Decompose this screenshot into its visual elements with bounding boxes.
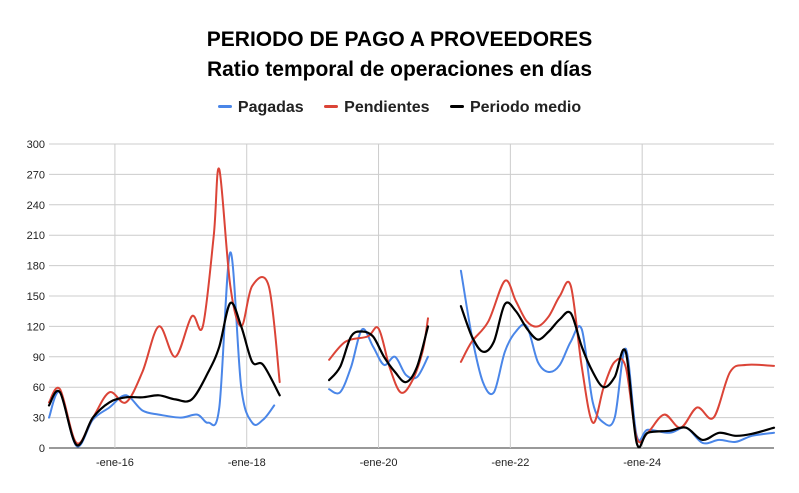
gridlines — [49, 143, 774, 449]
series-line-pagadas — [459, 269, 775, 445]
y-tick-label: 90 — [33, 352, 45, 364]
y-tick-label: 150 — [27, 291, 45, 303]
series-lines — [47, 167, 776, 449]
legend-item-pendientes: Pendientes — [324, 99, 430, 117]
y-tick-label: 30 — [33, 413, 45, 425]
legend-label-periodo-medio: Periodo medio — [469, 99, 582, 116]
x-tick-label: -ene-16 — [96, 457, 134, 469]
y-tick-label: 300 — [27, 139, 45, 151]
x-tick-label: -ene-24 — [623, 457, 661, 469]
y-tick-label: 180 — [27, 261, 45, 273]
y-tick-label: 210 — [27, 230, 45, 242]
series-line-pendientes — [48, 167, 281, 445]
legend-swatch-periodo-medio — [449, 105, 464, 109]
legend-item-pagadas: Pagadas — [217, 99, 304, 117]
series-line-periodo-medio — [47, 301, 281, 447]
x-axis: -ene-16 -ene-18 -ene-20 -ene-22 -ene-24 — [96, 457, 661, 469]
legend: Pagadas Pendientes Periodo medio — [0, 99, 799, 117]
legend-swatch-pendientes — [324, 105, 339, 109]
series-line-periodo-medio — [459, 301, 776, 449]
x-tick-label: -ene-20 — [360, 457, 398, 469]
chart-title: PERIODO DE PAGO A PROVEEDORES — [206, 28, 593, 51]
y-tick-label: 60 — [33, 382, 45, 394]
series-line-periodo-medio — [328, 325, 430, 384]
legend-item-periodo-medio: Periodo medio — [449, 99, 582, 117]
y-tick-label: 240 — [27, 200, 45, 212]
chart-subtitle: Ratio temporal de operaciones en días — [206, 58, 593, 81]
y-tick-label: 270 — [27, 169, 45, 181]
legend-label-pendientes: Pendientes — [344, 99, 430, 116]
y-tick-label: 0 — [39, 443, 45, 455]
series-line-pendientes — [459, 279, 775, 444]
legend-label-pagadas: Pagadas — [237, 99, 304, 116]
legend-swatch-pagadas — [217, 105, 232, 109]
y-tick-label: 120 — [27, 321, 45, 333]
y-axis: 0 30 60 90 120 150 180 210 240 270 300 — [27, 139, 45, 455]
x-tick-label: -ene-18 — [228, 457, 266, 469]
x-tick-label: -ene-22 — [491, 457, 529, 469]
